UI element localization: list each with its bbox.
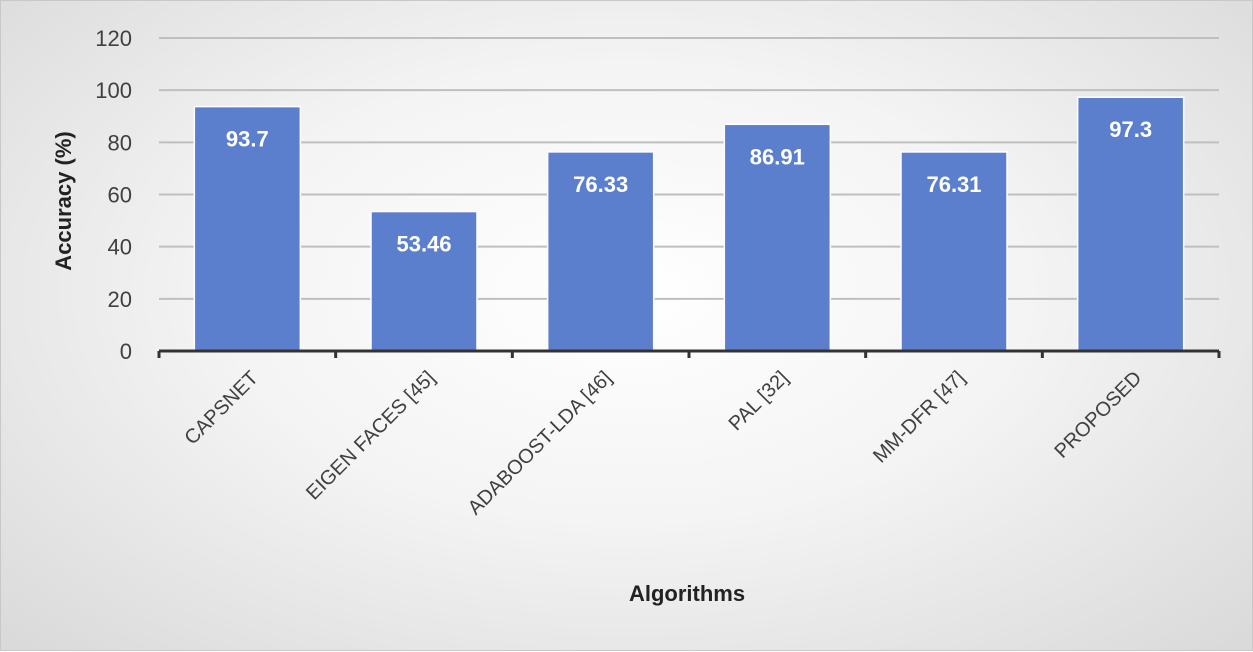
data-label: 93.7 (226, 127, 269, 152)
y-tick-label: 80 (108, 130, 132, 155)
x-axis-title: Algorithms (629, 581, 745, 606)
data-label: 86.91 (750, 144, 805, 169)
data-labels: 93.7 53.46 76.33 86.91 76.31 97.3 (226, 117, 1152, 256)
y-tick-label: 40 (108, 235, 132, 260)
bar (723, 123, 832, 352)
y-tick-label: 100 (95, 78, 132, 103)
data-label: 76.31 (926, 172, 981, 197)
gridlines (159, 37, 1219, 300)
y-tick-labels: 0 20 40 60 80 100 120 (95, 26, 132, 364)
y-axis-title: Accuracy (%) (51, 131, 76, 270)
x-tick-label: EIGEN FACES [45] (302, 367, 439, 504)
bar (900, 151, 1008, 352)
bar (546, 151, 655, 352)
x-tick-label: PAL [32] (725, 367, 793, 435)
data-label: 76.33 (573, 172, 628, 197)
x-axis (157, 349, 1221, 358)
y-tick-label: 0 (120, 339, 132, 364)
y-tick-label: 60 (108, 183, 132, 208)
bars (193, 96, 1185, 352)
x-tick-labels: CAPSNET EIGEN FACES [45] ADABOOST-LDA [46]… (181, 367, 1147, 519)
x-tick-label: PROPOSED (1050, 367, 1146, 463)
bar (370, 210, 478, 352)
data-label: 53.46 (396, 232, 451, 257)
data-label: 97.3 (1109, 117, 1152, 142)
y-tick-label: 120 (95, 26, 132, 51)
x-tick-label: ADABOOST-LDA [46] (464, 367, 616, 519)
x-tick-label: CAPSNET (181, 367, 263, 449)
y-tick-label: 20 (108, 287, 132, 312)
x-tick-label: MM-DFR [47] (869, 367, 969, 467)
bar (1076, 96, 1185, 352)
